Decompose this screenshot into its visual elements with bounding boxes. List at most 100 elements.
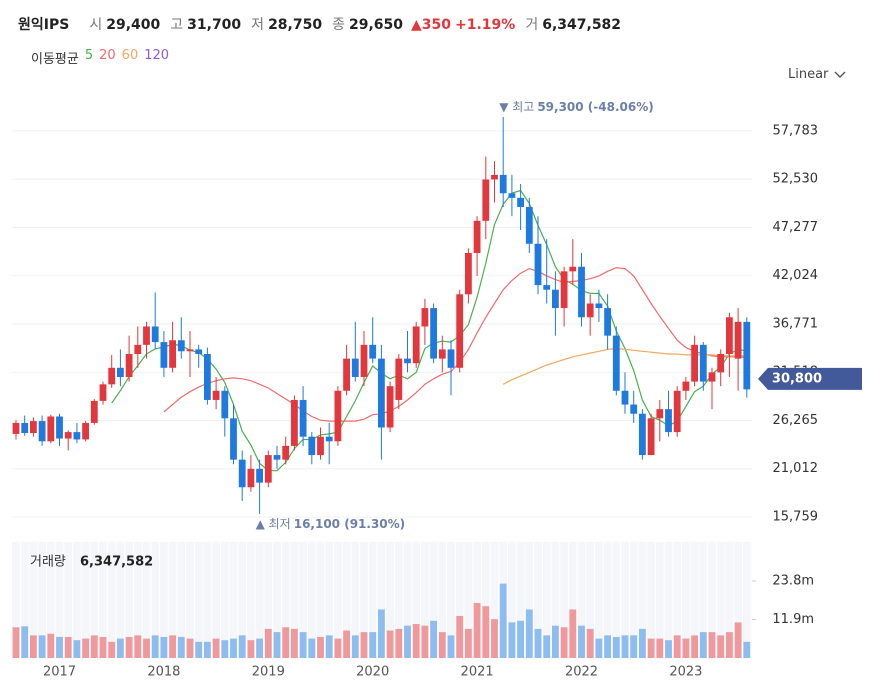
candle-body (351, 358, 359, 377)
volume-bar (665, 640, 672, 658)
volume-bar (604, 635, 611, 658)
volume-bar (586, 628, 594, 658)
volume-bar (430, 620, 437, 658)
candle-body (708, 372, 716, 382)
volume-bar (30, 635, 37, 658)
candle-body (612, 335, 620, 391)
candle-body (151, 326, 159, 343)
ma-line (111, 189, 747, 472)
ma-title: 이동평균 (31, 52, 79, 67)
volume-bar (369, 632, 377, 658)
volume-tick-label: 11.9m (772, 612, 814, 627)
quote-value: 29,650 (348, 17, 404, 33)
candle-body (734, 321, 742, 359)
candle-body (473, 220, 481, 253)
volume-bar (482, 606, 490, 658)
candle-body (447, 349, 455, 368)
annotation: ▲ 최저 16,100 (91.30%) (256, 516, 406, 530)
annotation-label: ▼ 최고 (499, 99, 534, 113)
candle-body (621, 390, 629, 405)
candle-body (369, 344, 377, 359)
candle-body (665, 409, 672, 433)
volume-bar (38, 635, 46, 658)
candle-body (543, 285, 551, 290)
candle-body (438, 349, 446, 359)
candle-body (282, 445, 290, 460)
candle-body (343, 358, 350, 391)
last-price-label: 30,800 (772, 371, 822, 386)
volume-bar (221, 640, 229, 658)
volume-bar (639, 628, 646, 658)
candle-body (743, 321, 751, 390)
last-price-tag (758, 367, 862, 390)
y-tick-label: 47,277 (773, 220, 819, 235)
quote-value: 29,400 (106, 17, 161, 33)
candle-body (430, 308, 437, 359)
candle-body (195, 349, 203, 355)
candle-body (404, 358, 411, 364)
change: ▲350 (411, 17, 452, 33)
ma-legend-entry: 60 (121, 48, 139, 63)
volume-bar (473, 603, 481, 658)
annotation-value: 16,100 (91.30%) (294, 516, 405, 530)
volume-bar (726, 632, 733, 658)
candle-body (691, 344, 698, 382)
scale-mode[interactable]: Linear (788, 67, 829, 82)
candle-body (134, 344, 142, 355)
volume-bar (230, 638, 237, 658)
candle-body (465, 252, 472, 295)
volume-bar (717, 635, 725, 658)
candle-body (456, 294, 464, 368)
volume-bar (160, 636, 168, 658)
y-tick-label: 21,012 (773, 461, 819, 476)
candle-body (99, 384, 107, 401)
candle-body (38, 421, 46, 442)
candle-body (325, 436, 333, 442)
volume-bar (465, 628, 472, 658)
candle-body (552, 289, 559, 309)
ma-legend: 이동평균 5 20 60 120 (31, 48, 169, 67)
volume-title: 거래량 (30, 555, 66, 570)
volume-bar (317, 636, 324, 658)
candle-body (73, 432, 81, 440)
volume-bar (264, 628, 272, 658)
candle-body (212, 390, 220, 400)
y-tick-label: 26,265 (773, 413, 819, 428)
candle-body (726, 317, 733, 355)
volume-bar (82, 638, 89, 658)
candle-body (90, 400, 98, 423)
volume-bar (682, 638, 690, 658)
volume-bar (351, 635, 359, 658)
candle-body (586, 303, 594, 318)
y-tick-label: 57,783 (773, 123, 819, 138)
candle-body (639, 413, 646, 456)
candle-body (595, 303, 603, 309)
volume-bar (21, 626, 29, 658)
volume-bar (334, 638, 342, 658)
volume-bar (108, 641, 116, 658)
scale-dropdown[interactable]: Linear (788, 67, 846, 82)
volume-bar (656, 638, 664, 658)
candle-body (160, 342, 168, 368)
volume-bar (177, 636, 185, 658)
volume-tick-label: 23.8m (772, 574, 814, 589)
volume-bar (195, 641, 203, 658)
candle-body (169, 340, 176, 368)
volume-bar (525, 609, 533, 658)
annotation-value: 59,300 (-48.06%) (537, 99, 653, 113)
candle-body (256, 468, 263, 483)
volume-bar (212, 638, 220, 658)
volume-bar (117, 638, 124, 658)
candle-body (560, 271, 568, 309)
volume-bar (90, 635, 98, 658)
candle-body (299, 399, 307, 437)
quote-header: 원익IPS 시 29,400 고 31,700 저 28,750 종 29,650 ▲350 +1.… (18, 14, 621, 34)
volume-bar (395, 628, 403, 658)
candle-body (482, 179, 490, 221)
volume-bar (204, 641, 211, 658)
candle-body (177, 340, 185, 352)
ma-legend-entry: 20 (99, 48, 116, 63)
x-tick-label: 2017 (43, 665, 76, 680)
y-tick-label: 36,771 (773, 316, 819, 331)
